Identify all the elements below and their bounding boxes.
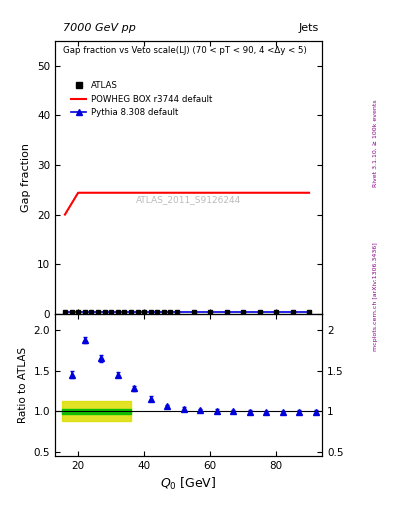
X-axis label: $Q_0$ [GeV]: $Q_0$ [GeV]	[160, 476, 217, 492]
Y-axis label: Gap fraction: Gap fraction	[22, 143, 31, 212]
Y-axis label: Ratio to ATLAS: Ratio to ATLAS	[18, 347, 28, 423]
Text: Jets: Jets	[298, 23, 318, 33]
Text: ATLAS_2011_S9126244: ATLAS_2011_S9126244	[136, 195, 241, 204]
Text: 7000 GeV pp: 7000 GeV pp	[63, 23, 136, 33]
Legend: ATLAS, POWHEG BOX r3744 default, Pythia 8.308 default: ATLAS, POWHEG BOX r3744 default, Pythia …	[67, 78, 215, 120]
Text: Gap fraction vs Veto scale(LJ) (70 < pT < 90, 4 <Δy < 5): Gap fraction vs Veto scale(LJ) (70 < pT …	[63, 47, 307, 55]
Text: mcplots.cern.ch [arXiv:1306.3436]: mcplots.cern.ch [arXiv:1306.3436]	[373, 243, 378, 351]
Text: Rivet 3.1.10, ≥ 100k events: Rivet 3.1.10, ≥ 100k events	[373, 99, 378, 187]
